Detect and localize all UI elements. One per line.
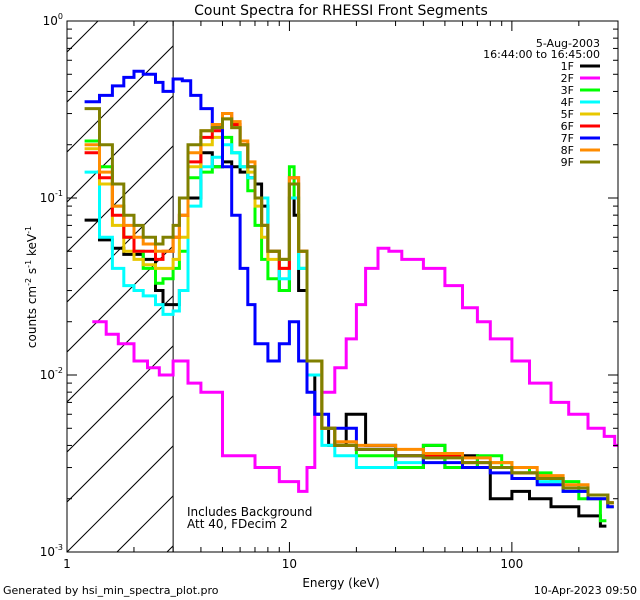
x-tick-label: 100 <box>500 557 523 571</box>
legend-item-3F: 3F <box>561 84 600 97</box>
y-tick-label: 10-3 <box>40 543 63 559</box>
legend-item-9F: 9F <box>561 156 600 169</box>
series-7F-line <box>84 69 614 509</box>
legend-label: 1F <box>561 60 574 73</box>
x-tick-label: 1 <box>63 557 71 571</box>
hatch-line <box>67 445 174 552</box>
hatch-line <box>67 95 174 203</box>
footer-generated-by: Generated by hsi_min_spectra_plot.pro <box>3 584 219 597</box>
axis-ticks: 1 10 100 100 10-1 10-2 10-3 <box>40 12 619 571</box>
legend-item-4F: 4F <box>561 96 600 109</box>
series-9F-line <box>84 107 614 505</box>
hatch-line <box>67 45 174 153</box>
legend-date: 5-Aug-2003 <box>536 37 600 50</box>
legend-item-8F: 8F <box>561 144 600 157</box>
legend-label: 3F <box>561 84 574 97</box>
hatch-line <box>67 195 174 303</box>
footer-timestamp: 10-Apr-2023 09:50 <box>534 584 637 597</box>
legend-label: 2F <box>561 72 574 85</box>
x-axis-label: Energy (keV) <box>302 576 379 590</box>
hatch-line <box>67 395 174 503</box>
annotation-attenuator: Att 40, FDecim 2 <box>187 517 288 531</box>
legend-item-6F: 6F <box>561 120 600 133</box>
legend-item-7F: 7F <box>561 132 600 145</box>
chart-title: Count Spectra for RHESSI Front Segments <box>194 3 488 19</box>
legend-item-1F: 1F <box>561 60 600 73</box>
annotation-background: Includes Background <box>187 505 312 519</box>
legend-item-5F: 5F <box>561 108 600 121</box>
legend-label: 8F <box>561 144 574 157</box>
y-axis-label: counts cm-2 s-1 keV-1 <box>24 226 39 348</box>
legend-label: 5F <box>561 108 574 121</box>
series-2F-line <box>92 246 618 493</box>
legend-time-range: 16:44:00 to 16:45:00 <box>483 48 600 61</box>
legend-header: 5-Aug-2003 16:44:00 to 16:45:00 <box>483 37 600 61</box>
y-tick-label: 10-1 <box>40 189 63 205</box>
legend-label: 6F <box>561 120 574 133</box>
legend-item-2F: 2F <box>561 72 600 85</box>
y-tick-label: 100 <box>43 12 63 28</box>
x-tick-label: 10 <box>282 557 297 571</box>
legend-label: 9F <box>561 156 574 169</box>
y-tick-label: 10-2 <box>40 366 63 382</box>
series-layer <box>84 69 618 528</box>
legend-label: 7F <box>561 132 574 145</box>
legend-label: 4F <box>561 96 574 109</box>
plot-frame <box>66 20 619 553</box>
